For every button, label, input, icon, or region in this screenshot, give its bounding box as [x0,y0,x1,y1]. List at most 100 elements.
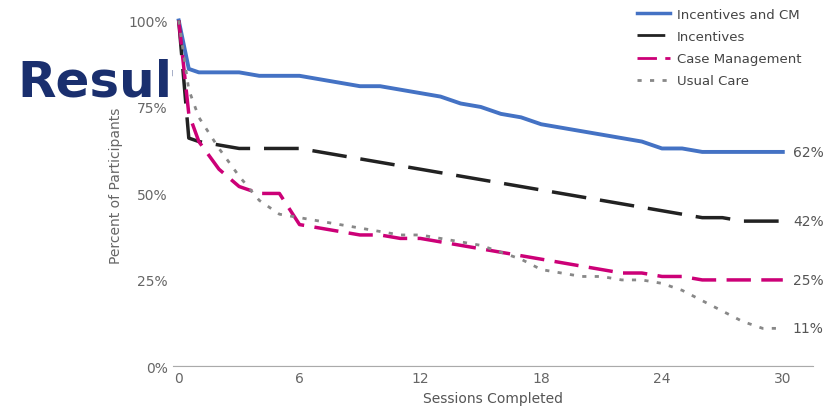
Incentives and CM [355,85,365,90]
Case Management [194,140,204,145]
Text: 11%: 11% [793,321,824,335]
Incentives [234,147,244,152]
Text: 42%: 42% [793,215,824,229]
Incentives [476,178,486,182]
Case Management [214,167,224,172]
Case Management [516,254,526,258]
Usual Care [314,219,324,224]
Text: 62%: 62% [793,146,824,160]
Incentives and CM [194,71,204,76]
Incentives [314,150,324,155]
Incentives and CM [275,74,285,79]
Usual Care [214,147,224,152]
Line: Case Management: Case Management [179,21,783,280]
Case Management [597,267,607,272]
Incentives and CM [334,81,344,86]
Incentives and CM [737,150,747,155]
Case Management [496,250,506,255]
Incentives [214,143,224,148]
Case Management [456,243,466,248]
Incentives [375,160,385,165]
Incentives and CM [636,140,646,145]
Incentives [415,167,425,172]
Incentives and CM [677,147,687,152]
Incentives [577,195,587,200]
Usual Care [597,274,607,279]
X-axis label: Sessions Completed: Sessions Completed [423,391,562,405]
Incentives and CM [435,95,445,100]
Incentives [334,153,344,158]
Case Management [174,19,184,24]
Case Management [275,191,285,196]
Incentives [184,136,194,141]
Incentives [275,147,285,152]
Incentives [355,157,365,162]
Incentives [657,209,667,213]
Incentives [516,184,526,189]
Incentives and CM [778,150,788,155]
Line: Incentives and CM: Incentives and CM [179,21,783,153]
Incentives [194,140,204,145]
Incentives [697,216,707,220]
Incentives and CM [516,116,526,121]
Usual Care [717,309,727,314]
Incentives [737,219,747,224]
Usual Care [255,198,265,203]
Incentives and CM [214,71,224,76]
Case Management [717,278,727,283]
Usual Care [536,267,546,272]
Incentives and CM [496,112,506,117]
Case Management [314,226,324,231]
Usual Care [697,299,707,303]
Line: Usual Care: Usual Care [179,21,783,328]
Incentives [295,147,305,152]
Incentives and CM [557,126,567,131]
Y-axis label: Percent of Participants: Percent of Participants [109,107,123,263]
Usual Care [194,116,204,121]
Usual Care [476,243,486,248]
Incentives and CM [184,67,194,72]
Incentives [255,147,265,152]
Incentives and CM [717,150,727,155]
Incentives and CM [395,88,405,93]
Line: Incentives: Incentives [179,21,783,222]
Usual Care [557,271,567,276]
Case Management [778,278,788,283]
Usual Care [375,229,385,234]
Usual Care [636,278,646,283]
Case Management [234,184,244,189]
Incentives and CM [697,150,707,155]
Case Management [375,233,385,238]
Incentives and CM [456,102,466,107]
Incentives and CM [657,147,667,152]
Incentives and CM [597,133,607,138]
Case Management [657,274,667,279]
Usual Care [778,326,788,331]
Incentives [636,205,646,210]
Case Management [697,278,707,283]
Incentives [758,219,768,224]
Incentives and CM [295,74,305,79]
Case Management [536,257,546,262]
Usual Care [295,216,305,220]
Case Management [415,236,425,241]
Incentives and CM [476,105,486,110]
Incentives and CM [758,150,768,155]
Incentives and CM [577,129,587,134]
Case Management [334,229,344,234]
Case Management [355,233,365,238]
Case Management [255,191,265,196]
Incentives [174,19,184,24]
Usual Care [184,88,194,93]
Case Management [184,112,194,117]
Incentives and CM [617,136,626,141]
Usual Care [355,226,365,231]
Incentives [536,188,546,193]
Incentives and CM [234,71,244,76]
Incentives [717,216,727,220]
Usual Care [234,174,244,179]
Case Management [295,222,305,227]
Case Management [577,264,587,269]
Usual Care [415,233,425,238]
Case Management [617,271,626,276]
